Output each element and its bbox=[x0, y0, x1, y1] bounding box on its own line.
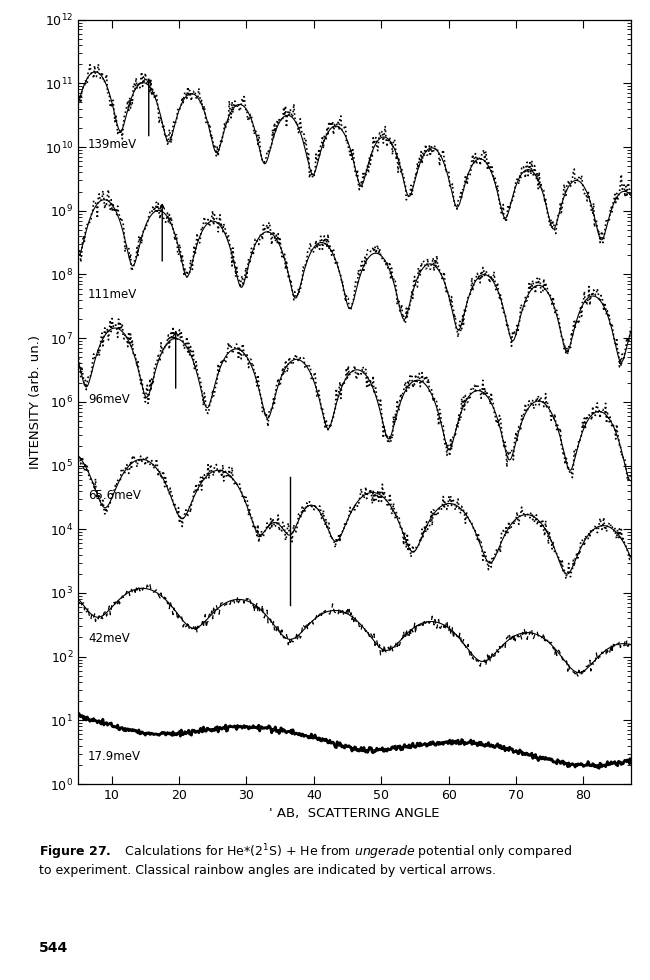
Text: 544: 544 bbox=[39, 941, 68, 955]
Text: 42meV: 42meV bbox=[88, 632, 130, 645]
Y-axis label: INTENSITY (arb. un.): INTENSITY (arb. un.) bbox=[29, 335, 42, 468]
Text: 17.9meV: 17.9meV bbox=[88, 750, 141, 762]
Text: $\bf{Figure\ 27.}$   Calculations for He*(2$^1$S) + He from $\it{ungerade}$ pote: $\bf{Figure\ 27.}$ Calculations for He*(… bbox=[39, 843, 572, 877]
X-axis label: ' AB,  SCATTERING ANGLE: ' AB, SCATTERING ANGLE bbox=[269, 808, 439, 820]
Text: 65.6meV: 65.6meV bbox=[88, 489, 141, 502]
Text: 139meV: 139meV bbox=[88, 138, 137, 151]
Text: 111meV: 111meV bbox=[88, 288, 137, 302]
Text: 96meV: 96meV bbox=[88, 393, 130, 407]
